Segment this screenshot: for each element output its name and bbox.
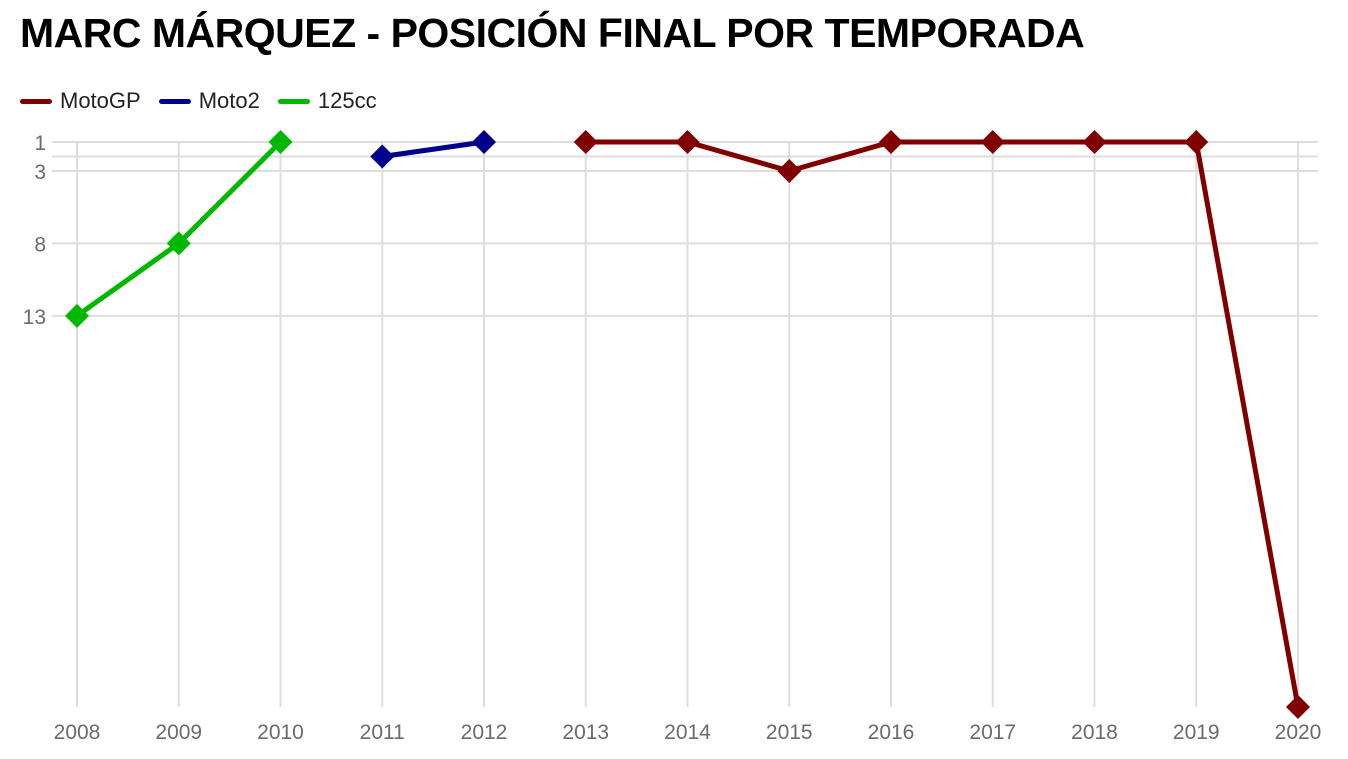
series-line-motogp [585, 139, 1301, 708]
data-point-125cc-2009 [166, 231, 191, 256]
legend-label: Moto2 [198, 88, 260, 113]
x-tick-label: 2009 [155, 721, 202, 744]
grid-lines [52, 141, 1318, 707]
legend: MotoGP Moto2 125cc [20, 88, 395, 114]
legend-item-motogp: MotoGP [20, 88, 141, 114]
data-point-motogp-2015 [777, 158, 802, 183]
legend-swatch [158, 98, 191, 104]
legend-item-moto2: Moto2 [158, 88, 260, 114]
data-point-125cc-2008 [65, 303, 89, 328]
data-point-motogp-2017 [980, 130, 1005, 154]
x-tick-label: 2011 [360, 721, 405, 744]
series-line-moto2 [381, 139, 485, 159]
data-point-motogp-2018 [1082, 130, 1107, 154]
x-tick-label: 2008 [54, 721, 101, 744]
data-point-motogp-2016 [879, 130, 903, 154]
x-tick-label: 2016 [868, 721, 915, 744]
legend-item-125cc: 125cc [277, 88, 377, 114]
y-tick-label: 8 [34, 233, 46, 256]
legend-label: 125cc [317, 88, 377, 113]
y-tick-label: 3 [34, 161, 46, 184]
x-tick-label: 2014 [664, 721, 711, 744]
data-point-motogp-2020 [1286, 695, 1310, 719]
data-point-motogp-2014 [675, 130, 700, 154]
x-tick-label: 2015 [766, 721, 813, 744]
legend-swatch [20, 98, 52, 104]
series-lines [65, 130, 1310, 719]
y-tick-label: 1 [34, 132, 46, 155]
x-tick-label: 2020 [1275, 721, 1322, 744]
data-point-125cc-2010 [268, 130, 293, 154]
x-tick-label: 2010 [257, 721, 304, 744]
legend-label: MotoGP [60, 88, 141, 113]
data-point-moto2-2011 [370, 144, 395, 169]
data-point-motogp-2013 [573, 130, 598, 154]
x-tick-label: 2017 [969, 721, 1016, 744]
chart-title: MARC MÁRQUEZ - POSICIÓN FINAL POR TEMPOR… [20, 10, 1085, 56]
x-tick-label: 2018 [1071, 721, 1118, 744]
y-tick-label: 13 [23, 306, 46, 329]
data-point-motogp-2019 [1184, 130, 1209, 154]
x-tick-label: 2013 [562, 721, 609, 744]
x-tick-label: 2012 [461, 721, 508, 744]
data-point-moto2-2012 [472, 130, 496, 154]
x-axis-tick-labels: 2008 2009 2010 2011 2012 2013 2014 2015 2016 2017… [54, 721, 1322, 744]
x-tick-label: 2019 [1173, 721, 1220, 744]
legend-swatch [277, 98, 310, 104]
